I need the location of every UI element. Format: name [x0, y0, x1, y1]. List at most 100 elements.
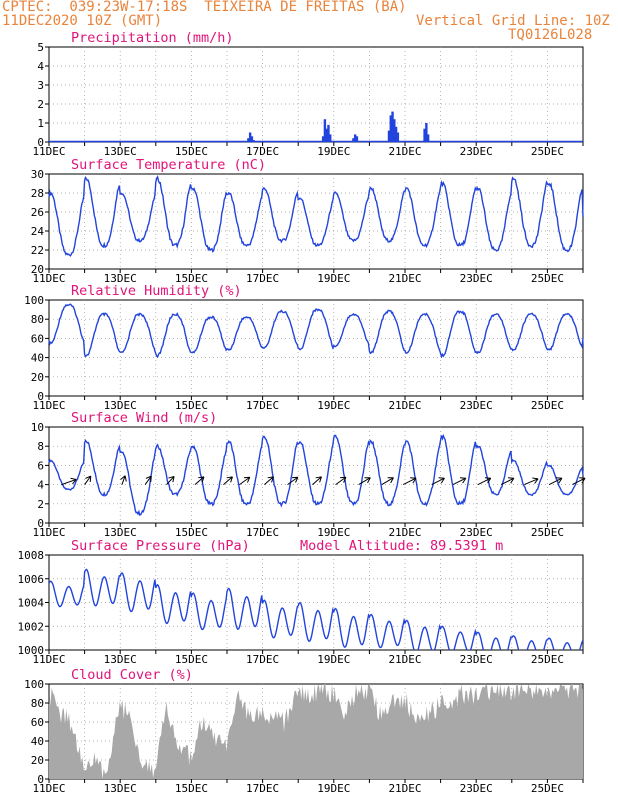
y-tick-label: 5 [37, 41, 44, 54]
x-tick-label: 11DEC [32, 653, 65, 666]
precip-bar [393, 119, 396, 142]
y-tick-label: 24 [31, 225, 45, 238]
x-tick-label: 25DEC [531, 399, 564, 412]
wind-arrow-head [581, 477, 586, 484]
precip-bar [247, 138, 250, 142]
y-tick-label: 4 [37, 60, 44, 73]
y-tick-label: 20 [31, 754, 44, 767]
wind-arrow-head [172, 476, 175, 483]
wind-arrow [500, 477, 515, 486]
x-tick-label: 11DEC [32, 526, 65, 539]
y-tick-label: 60 [31, 716, 44, 729]
y-tick-label: 4 [37, 479, 44, 492]
x-tick-label: 19DEC [317, 782, 350, 795]
x-tick-label: 21DEC [388, 782, 421, 795]
x-tick-label: 17DEC [246, 272, 279, 285]
wind-arrow [84, 475, 92, 485]
wind-arrow [381, 477, 394, 486]
y-tick-label: 80 [31, 697, 44, 710]
x-tick-label: 11DEC [32, 272, 65, 285]
y-tick-label: 0 [37, 390, 44, 403]
wind-arrow-head [558, 477, 563, 484]
wind-arrow [335, 476, 347, 486]
x-tick-label: 11DEC [32, 399, 65, 412]
wind-arrow [524, 478, 539, 486]
wind-arrow [477, 477, 491, 486]
wind-arrow-head [295, 477, 299, 483]
cloud-area [49, 684, 583, 779]
wind-arrow-head [343, 477, 347, 483]
precip-bar [387, 130, 391, 142]
wind-arrow [312, 476, 322, 485]
x-tick-label: 21DEC [388, 399, 421, 412]
x-tick-label: 13DEC [104, 653, 137, 666]
wind-arrow-head [510, 477, 515, 484]
wind-arrow [61, 478, 77, 486]
panel-frame-precip [48, 46, 584, 143]
panel-title: Surface Pressure (hPa) [71, 538, 250, 554]
precip-bar [321, 136, 325, 142]
series-line-pressure [49, 568, 583, 650]
header-grid-line: Vertical Grid Line: 10Z [416, 13, 610, 29]
wind-arrow-head [150, 476, 152, 482]
x-tick-label: 11DEC [32, 145, 65, 158]
wind-arrow [166, 476, 175, 485]
wind-arrow-head [247, 477, 251, 483]
y-tick-label: 2 [37, 498, 44, 511]
wind-arrow-head [267, 476, 274, 479]
panel-extra: Model Altitude: 89.5391 m [300, 538, 503, 554]
x-tick-label: 21DEC [388, 526, 421, 539]
wind-arrow [572, 477, 586, 486]
wind-arrow-head [319, 476, 322, 483]
wind-arrow [548, 477, 563, 486]
x-tick-label: 23DEC [460, 526, 493, 539]
wind-arrow [402, 477, 417, 486]
precip-bar [394, 126, 398, 142]
x-tick-label: 21DEC [388, 272, 421, 285]
x-tick-label: 19DEC [317, 145, 350, 158]
x-tick-label: 13DEC [104, 399, 137, 412]
wind-arrow-head [390, 477, 394, 484]
x-tick-label: 19DEC [317, 526, 350, 539]
wind-arrow-head [367, 477, 371, 484]
wind-arrow-head [534, 478, 539, 484]
wind-arrow-head [120, 475, 126, 480]
y-tick-label: 100 [24, 678, 44, 691]
precip-bar [426, 134, 430, 142]
x-tick-label: 17DEC [246, 653, 279, 666]
precip-bar [352, 138, 355, 142]
y-tick-label: 26 [31, 206, 44, 219]
precip-bar [391, 111, 394, 142]
x-tick-label: 25DEC [531, 526, 564, 539]
y-tick-label: 100 [24, 294, 44, 307]
x-tick-label: 17DEC [246, 782, 279, 795]
wind-arrow-head [70, 477, 77, 480]
series-line-wind [48, 433, 584, 516]
y-tick-label: 2 [37, 98, 44, 111]
x-tick-label: 25DEC [531, 272, 564, 285]
y-tick-label: 1008 [18, 549, 45, 562]
x-tick-label: 25DEC [531, 145, 564, 158]
header-line-2: 11DEC2020 10Z (GMT) [2, 13, 163, 29]
panel-frame-rh [48, 299, 584, 397]
x-tick-label: 23DEC [460, 782, 493, 795]
x-tick-label: 13DEC [104, 272, 137, 285]
y-tick-label: 40 [31, 352, 44, 365]
wind-arrow [264, 476, 274, 485]
y-tick-label: 1 [37, 117, 44, 130]
y-tick-label: 3 [37, 79, 44, 92]
precip-bar [250, 136, 254, 142]
y-tick-label: 20 [31, 263, 44, 276]
wind-arrow [223, 476, 233, 485]
header-code: TQ0126L028 [508, 27, 593, 43]
x-tick-label: 13DEC [104, 526, 137, 539]
x-tick-label: 19DEC [317, 653, 350, 666]
x-tick-label: 15DEC [175, 399, 208, 412]
wind-arrow-head [532, 477, 539, 480]
precip-bar [325, 128, 328, 142]
wind-arrow-head [487, 477, 492, 484]
x-tick-label: 21DEC [388, 145, 421, 158]
wind-arrow [431, 477, 445, 486]
y-tick-label: 1004 [18, 597, 45, 610]
panel-title: Cloud Cover (%) [71, 667, 193, 683]
